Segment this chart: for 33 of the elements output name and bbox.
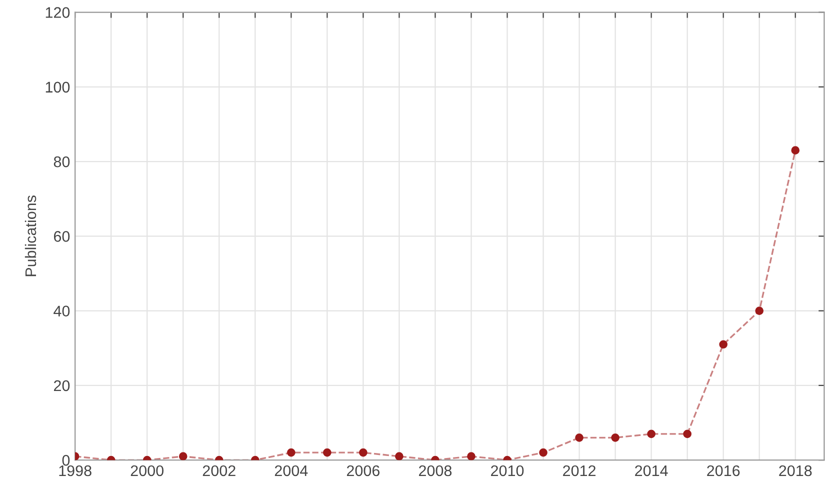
y-tick-label: 20 [54, 380, 70, 392]
point [178, 452, 188, 460]
point [575, 434, 584, 442]
y-tick-label: 0 [62, 454, 70, 466]
y-tick-label: 40 [54, 306, 70, 316]
x-tick-label: 2002 [202, 465, 236, 476]
point [683, 430, 692, 438]
x-tick-label: 2012 [563, 465, 596, 476]
point [719, 340, 728, 349]
point [359, 448, 368, 457]
x-tick-label: 1998 [59, 465, 92, 476]
x-tick-label: 2016 [707, 465, 740, 476]
point [755, 306, 764, 315]
y-tick-label: 80 [54, 156, 70, 168]
x-tick-label: 2018 [779, 465, 812, 476]
x-tick-label: 2014 [635, 465, 668, 476]
y-axis-title: Publications [24, 196, 36, 276]
x-tick-label: 2008 [418, 465, 452, 476]
point [647, 430, 656, 438]
point [323, 448, 332, 457]
point [467, 452, 476, 460]
point [286, 448, 296, 457]
point [611, 434, 620, 442]
point [791, 146, 800, 155]
x-tick-label: 2010 [491, 465, 524, 476]
x-tick-label: 2000 [130, 465, 164, 476]
y-tick-label: 120 [46, 7, 70, 18]
x-tick-label: 2006 [346, 465, 380, 476]
y-tick-label: 100 [46, 82, 70, 93]
y-tick-label: 60 [54, 231, 70, 242]
point [539, 448, 548, 457]
x-tick-label: 2004 [274, 465, 308, 476]
point [395, 452, 404, 460]
